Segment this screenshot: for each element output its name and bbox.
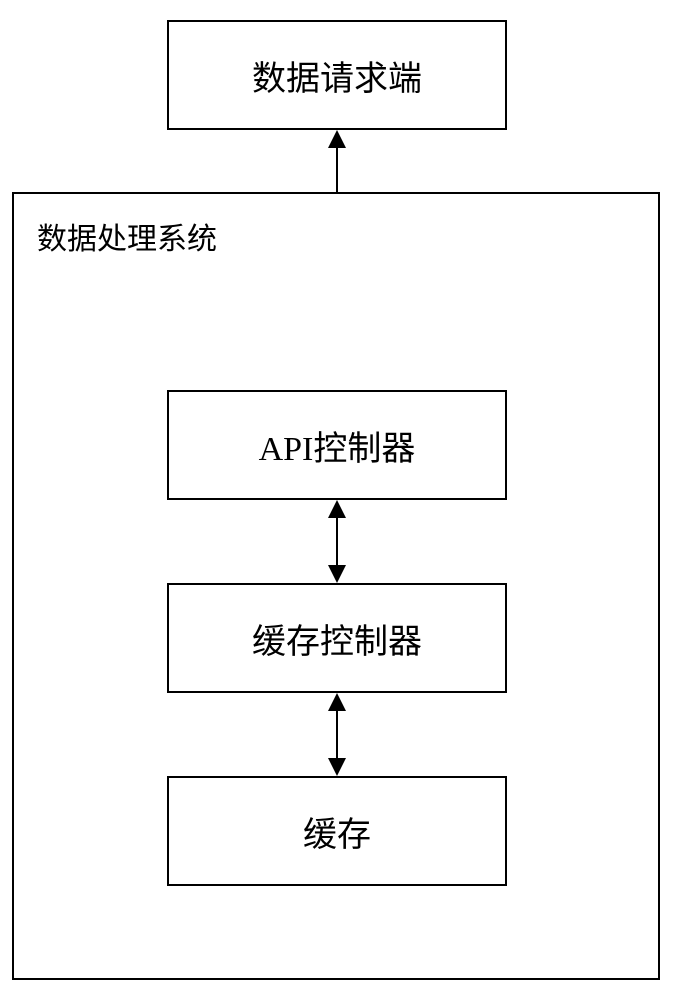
cache-controller-box: 缓存控制器 bbox=[167, 583, 507, 693]
cache-box: 缓存 bbox=[167, 776, 507, 886]
api-controller-box: API控制器 bbox=[167, 390, 507, 500]
cache-label: 缓存 bbox=[303, 807, 371, 856]
arrow-down-icon bbox=[328, 565, 346, 583]
cache-controller-label: 缓存控制器 bbox=[252, 614, 422, 663]
connector-line bbox=[336, 708, 338, 761]
system-container-label: 数据处理系统 bbox=[37, 214, 217, 258]
connector-line bbox=[336, 515, 338, 568]
requester-box: 数据请求端 bbox=[167, 20, 507, 130]
api-controller-label: API控制器 bbox=[259, 421, 416, 470]
arrow-down-icon bbox=[328, 758, 346, 776]
requester-label: 数据请求端 bbox=[252, 51, 422, 100]
